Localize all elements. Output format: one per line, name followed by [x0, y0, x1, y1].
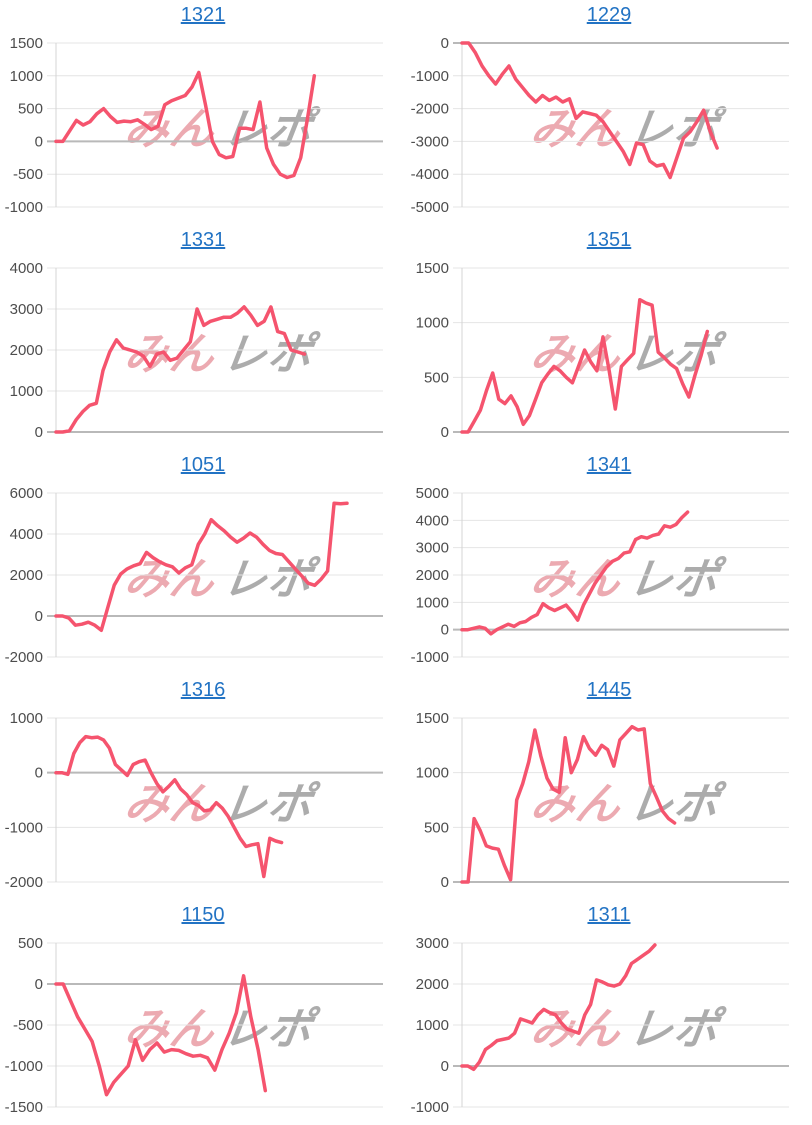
svg-text:-1000: -1000: [411, 1099, 449, 1116]
chart-title: 1229: [406, 4, 812, 27]
svg-text:-2000: -2000: [5, 874, 43, 891]
svg-text:-1000: -1000: [5, 1058, 43, 1075]
chart-card: 1331 みん レポ 4000 3000 2000 1000 0: [0, 225, 406, 450]
svg-text:500: 500: [424, 369, 449, 386]
svg-text:1000: 1000: [10, 383, 43, 400]
chart-card: 1311 みん レポ 3000 2000 1000 0 -1000: [406, 900, 812, 1125]
chart-title: 1331: [0, 229, 406, 252]
svg-text:1000: 1000: [10, 710, 43, 727]
svg-text:0: 0: [35, 976, 43, 993]
chart-card: 1351 みん レポ 1500 1000 500 0: [406, 225, 812, 450]
chart-card: 1229 みん レポ 0 -1000 -2000 -3000 -4000 -5000: [406, 0, 812, 225]
svg-text:2000: 2000: [10, 567, 43, 584]
svg-text:1500: 1500: [416, 260, 449, 277]
svg-text:2000: 2000: [416, 976, 449, 993]
svg-text:3000: 3000: [416, 935, 449, 952]
svg-text:-1000: -1000: [411, 649, 449, 666]
chart-card: 1316 みん レポ 1000 0 -1000 -2000: [0, 675, 406, 900]
svg-text:-1000: -1000: [5, 199, 43, 216]
svg-text:1500: 1500: [416, 710, 449, 727]
svg-text:1000: 1000: [416, 594, 449, 611]
svg-text:-500: -500: [13, 1017, 43, 1034]
svg-text:-3000: -3000: [411, 133, 449, 150]
chart-title-link[interactable]: 1150: [181, 904, 225, 926]
line-chart: 6000 4000 2000 0 -2000: [5, 485, 383, 666]
line-chart: 1500 1000 500 0: [416, 710, 789, 891]
svg-text:3000: 3000: [10, 301, 43, 318]
chart-title: 1311: [406, 904, 812, 927]
svg-text:-5000: -5000: [411, 199, 449, 216]
chart-title-link[interactable]: 1331: [180, 229, 226, 251]
chart-title-link[interactable]: 1341: [586, 454, 632, 476]
svg-text:1000: 1000: [10, 68, 43, 85]
svg-text:-1000: -1000: [411, 68, 449, 85]
svg-text:1000: 1000: [416, 1017, 449, 1034]
svg-text:0: 0: [441, 622, 449, 639]
line-chart: 1000 0 -1000 -2000: [5, 710, 383, 891]
svg-text:4000: 4000: [416, 512, 449, 529]
line-chart: 4000 3000 2000 1000 0: [10, 260, 383, 441]
svg-text:500: 500: [18, 101, 43, 118]
svg-text:6000: 6000: [10, 485, 43, 502]
chart-title: 1341: [406, 454, 812, 477]
chart-title-link[interactable]: 1445: [586, 679, 632, 701]
svg-text:0: 0: [35, 608, 43, 625]
chart-title-link[interactable]: 1051: [180, 454, 226, 476]
svg-text:0: 0: [35, 765, 43, 782]
chart-title: 1051: [0, 454, 406, 477]
svg-text:1500: 1500: [10, 35, 43, 52]
svg-text:2000: 2000: [10, 342, 43, 359]
chart-title-link[interactable]: 1229: [586, 4, 632, 26]
chart-title: 1150: [0, 904, 406, 927]
svg-text:5000: 5000: [416, 485, 449, 502]
chart-title-link[interactable]: 1351: [586, 229, 632, 251]
svg-text:-2000: -2000: [5, 649, 43, 666]
chart-title: 1351: [406, 229, 812, 252]
svg-text:1000: 1000: [416, 315, 449, 332]
chart-card: 1051 みん レポ 6000 4000 2000 0 -2000: [0, 450, 406, 675]
svg-text:500: 500: [18, 935, 43, 952]
svg-text:4000: 4000: [10, 526, 43, 543]
chart-card: 1445 みん レポ 1500 1000 500 0: [406, 675, 812, 900]
svg-text:0: 0: [35, 424, 43, 441]
chart-card: 1341 みん レポ 5000 4000 3000 2000 1000 0 -1000: [406, 450, 812, 675]
svg-text:0: 0: [441, 1058, 449, 1075]
chart-card: 1321 みん レポ 1500 1000 500 0 -500 -1000: [0, 0, 406, 225]
svg-text:-4000: -4000: [411, 166, 449, 183]
svg-text:3000: 3000: [416, 540, 449, 557]
line-chart: 1500 1000 500 0: [416, 260, 789, 441]
svg-text:1000: 1000: [416, 765, 449, 782]
chart-title: 1321: [0, 4, 406, 27]
svg-text:0: 0: [441, 35, 449, 52]
svg-text:-500: -500: [13, 166, 43, 183]
svg-text:-1000: -1000: [5, 819, 43, 836]
svg-text:0: 0: [441, 874, 449, 891]
svg-text:2000: 2000: [416, 567, 449, 584]
chart-title-link[interactable]: 1321: [180, 4, 226, 26]
chart-title: 1316: [0, 679, 406, 702]
line-chart: 5000 4000 3000 2000 1000 0 -1000: [411, 485, 789, 666]
chart-title-link[interactable]: 1316: [180, 679, 226, 701]
svg-text:4000: 4000: [10, 260, 43, 277]
svg-text:-2000: -2000: [411, 101, 449, 118]
svg-text:0: 0: [35, 133, 43, 150]
svg-text:500: 500: [424, 819, 449, 836]
line-chart: 500 0 -500 -1000 -1500: [5, 935, 383, 1116]
line-chart: 3000 2000 1000 0 -1000: [411, 935, 789, 1116]
line-chart: 1500 1000 500 0 -500 -1000: [5, 35, 383, 216]
chart-title: 1445: [406, 679, 812, 702]
line-chart: 0 -1000 -2000 -3000 -4000 -5000: [411, 35, 789, 216]
svg-text:0: 0: [441, 424, 449, 441]
chart-title-link[interactable]: 1311: [587, 904, 631, 926]
svg-text:-1500: -1500: [5, 1099, 43, 1116]
chart-card: 1150 みん レポ 500 0 -500 -1000 -1500: [0, 900, 406, 1125]
